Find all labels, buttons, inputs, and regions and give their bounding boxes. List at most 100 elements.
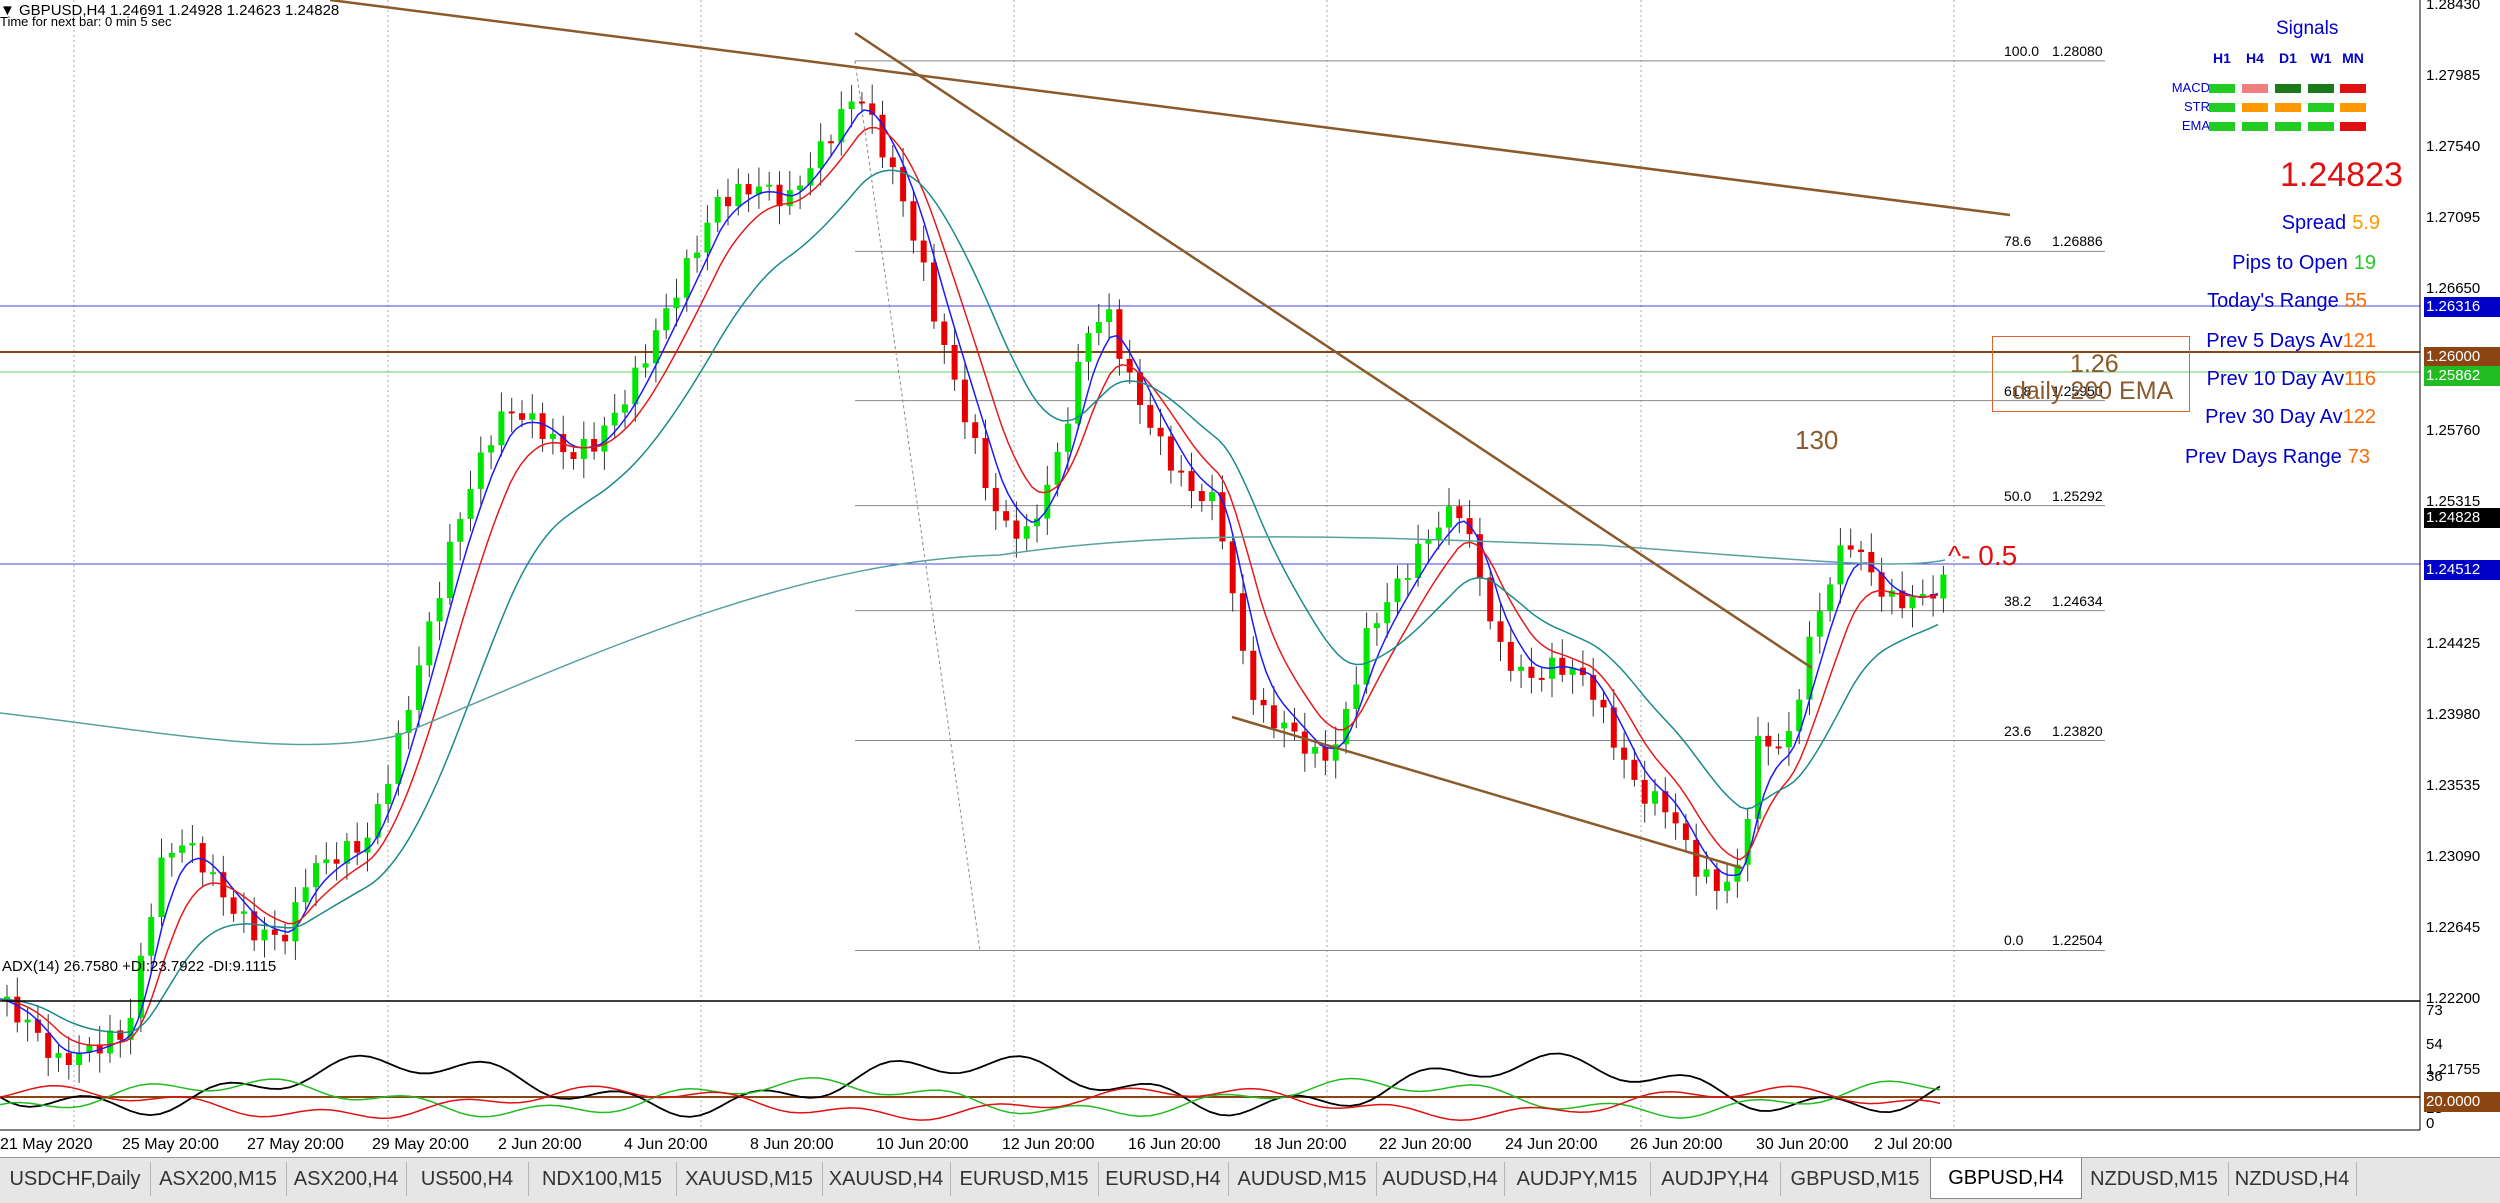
price-marker: 1.25862 [2424, 366, 2500, 386]
chart-tab[interactable]: GBPUSD,M15 [1780, 1162, 1931, 1196]
chart-tab[interactable]: NDX100,M15 [528, 1162, 677, 1196]
ema-mid-line [0, 126, 1939, 1047]
chart-tab[interactable]: EURUSD,H4 [1098, 1162, 1229, 1196]
bull-candle [1312, 747, 1319, 754]
chart-tab[interactable]: AUDUSD,M15 [1228, 1162, 1377, 1196]
bear-candle [931, 262, 937, 322]
ema-long-line [0, 536, 1946, 746]
bear-candle [1240, 593, 1246, 651]
signal-row-label: MACD [2171, 80, 2210, 95]
stat-value: 116 [2344, 368, 2376, 390]
bull-candle [1363, 628, 1370, 685]
bear-candle [1528, 666, 1535, 678]
price-axis-label: 1.23535 [2426, 777, 2481, 794]
bear-candle [1188, 471, 1195, 492]
bear-candle [1456, 506, 1463, 519]
chart-tab[interactable]: AUDJPY,H4 [1650, 1162, 1781, 1196]
fibonacci-lines [854, 60, 2105, 951]
bull-candle [416, 665, 422, 710]
bull-candle [797, 185, 804, 191]
bear-candle [1126, 358, 1133, 373]
signal-indicator [2209, 122, 2235, 131]
chart-tab[interactable]: US500,H4 [406, 1162, 529, 1196]
price-axis-label: 1.25760 [2426, 422, 2481, 439]
chart-tab[interactable]: ASX200,H4 [286, 1162, 407, 1196]
bull-candle [652, 330, 659, 364]
price-axis-label: 1.23090 [2426, 848, 2481, 865]
current-price: 1.24823 [2280, 156, 2403, 194]
bear-candle [879, 114, 886, 158]
bull-candle [807, 168, 814, 186]
bull-candle [1054, 451, 1061, 485]
bear-candle [951, 344, 958, 380]
fib-price: 1.23820 [2052, 722, 2103, 739]
chart-tab[interactable]: NZDUSD,M15 [2080, 1162, 2229, 1196]
chart-tab[interactable]: AUDJPY,M15 [1504, 1162, 1651, 1196]
bull-candle [364, 837, 371, 853]
bull-candle [127, 1017, 134, 1040]
price-axis-label: 1.23980 [2426, 706, 2481, 723]
bear-candle [1013, 520, 1020, 539]
bear-candle [539, 413, 546, 439]
stat-value: 122 [2342, 406, 2376, 428]
bear-candle [920, 240, 927, 263]
chart-tab[interactable]: EURUSD,M15 [950, 1162, 1099, 1196]
bear-candle [1775, 746, 1782, 749]
chart-tab[interactable]: AUDUSD,H4 [1376, 1162, 1505, 1196]
ema-annotation-box [1992, 336, 2190, 412]
bull-candle [148, 916, 155, 956]
bull-candle [1518, 666, 1525, 671]
bear-candle [1662, 791, 1669, 813]
bear-candle [560, 434, 567, 453]
adx-line [0, 1052, 1941, 1118]
date-label: 12 Jun 20:00 [1002, 1136, 1095, 1153]
bull-candle [323, 859, 330, 864]
signal-column-header: H4 [2246, 50, 2264, 66]
bull-candle [210, 872, 216, 875]
bear-candle [1476, 534, 1483, 578]
plus-di-line [0, 1077, 1941, 1119]
chart-tab[interactable]: USDCHF,Daily [0, 1162, 151, 1196]
bull-candle [1796, 699, 1803, 732]
bull-candle [1569, 667, 1576, 675]
bear-candle [519, 413, 525, 420]
chart-tab[interactable]: GBPUSD,H4 [1930, 1158, 2082, 1199]
stat-row: Pips to Open 19 [2232, 252, 2376, 275]
chart-tab[interactable]: XAUUSD,H4 [822, 1162, 951, 1196]
bear-candle [776, 184, 783, 207]
candlesticks [4, 84, 1947, 1083]
stat-value: 73 [2347, 446, 2370, 468]
bear-candle [508, 411, 515, 414]
bull-candle [240, 911, 247, 914]
bull-candle [1415, 543, 1422, 578]
stat-label: Prev 5 Days Av [2206, 330, 2343, 352]
stat-row: Prev Days Range 73 [2185, 446, 2370, 469]
bull-candle [107, 1030, 113, 1054]
price-chart[interactable] [0, 0, 2500, 1157]
bear-candle [282, 934, 289, 942]
fib-price: 1.25950 [2052, 382, 2103, 399]
stat-value: 55 [2344, 290, 2367, 312]
bull-candle [673, 297, 680, 309]
chart-tab[interactable]: NZDUSD,H4 [2228, 1162, 2357, 1196]
bull-candle [467, 488, 474, 519]
chart-tab[interactable]: ASX200,M15 [150, 1162, 287, 1196]
chart-tab[interactable]: XAUUSD,M15 [676, 1162, 823, 1196]
fib-level: 61.8 [2004, 382, 2032, 399]
bear-candle [1693, 839, 1700, 877]
upper-trendline [329, 0, 2011, 217]
bull-candle [1827, 584, 1834, 612]
bear-candle [910, 201, 917, 241]
bull-candle [86, 1044, 93, 1053]
bull-candle [76, 1052, 83, 1066]
trendlines [329, 0, 2011, 870]
bull-candle [179, 845, 186, 853]
bear-candle [1157, 427, 1164, 437]
bear-candle [45, 1032, 52, 1058]
stat-label: Pips to Open [2232, 252, 2348, 274]
price-marker: 1.26000 [2424, 347, 2500, 367]
price-marker: 1.26316 [2424, 297, 2500, 317]
date-label: 4 Jun 20:00 [624, 1136, 708, 1153]
bull-candle [1384, 602, 1391, 624]
bull-candle [1404, 577, 1411, 580]
